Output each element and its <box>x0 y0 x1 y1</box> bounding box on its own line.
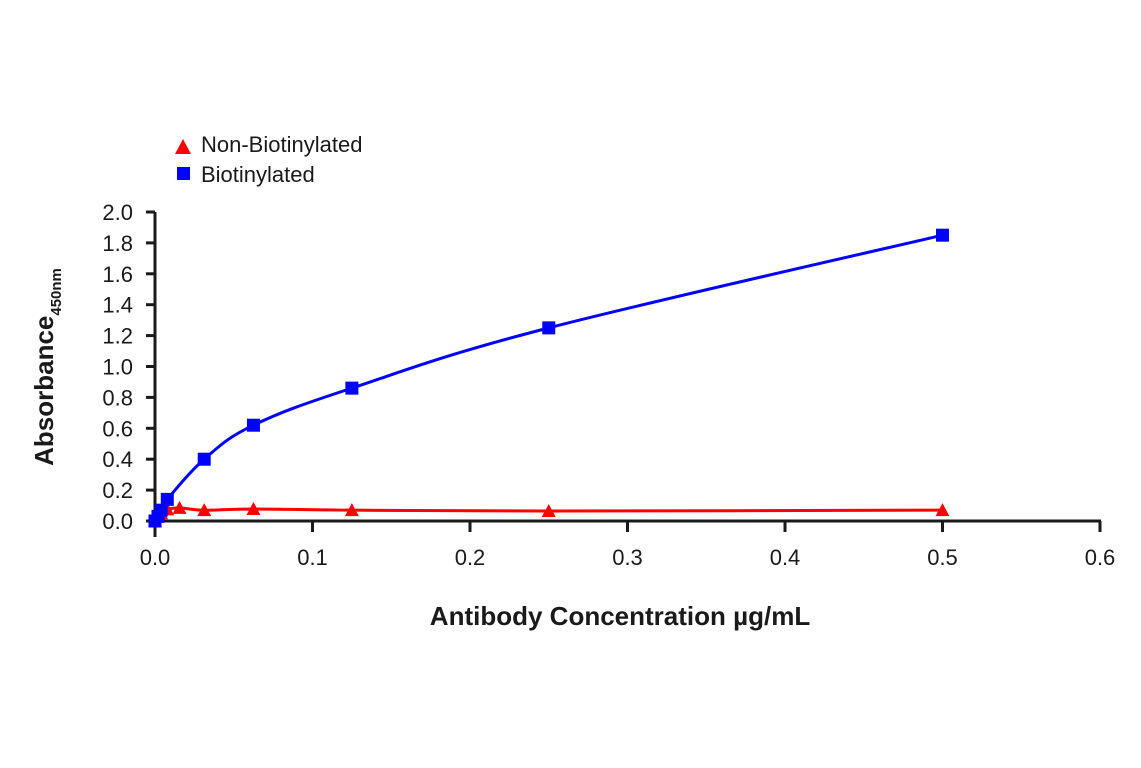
y-tick-label: 1.2 <box>102 324 133 349</box>
series-non-biotinylated <box>148 500 950 527</box>
legend-label-biotinylated: Biotinylated <box>201 162 315 187</box>
series-layer <box>148 228 950 528</box>
x-tick-label: 0.3 <box>612 545 643 570</box>
data-point-triangle-icon <box>246 501 261 515</box>
y-tick-label: 1.0 <box>102 355 133 380</box>
data-point-square-icon <box>160 492 174 506</box>
data-point-square-icon <box>197 452 211 466</box>
y-tick-label: 0.2 <box>102 478 133 503</box>
y-axis-ticks: 0.0 0.2 0.4 0.6 0.8 1.0 1.2 1.4 1.6 1.8 2.0 <box>102 200 155 534</box>
y-tick-label: 1.8 <box>102 231 133 256</box>
y-axis-title-group: Absorbance450nm <box>29 268 65 466</box>
x-axis-title: Antibody Concentration µg/mL <box>430 601 811 631</box>
data-point-triangle-icon <box>172 500 187 514</box>
x-tick-label: 0.0 <box>140 545 171 570</box>
data-point-square-icon <box>345 381 359 395</box>
x-tick-label: 0.6 <box>1085 545 1116 570</box>
y-tick-label: 1.4 <box>102 293 133 318</box>
y-axis-title: Absorbance <box>29 316 59 466</box>
y-tick-label: 0.0 <box>102 509 133 534</box>
svg-text:Absorbance450nm: Absorbance450nm <box>29 268 65 466</box>
y-tick-label: 0.4 <box>102 447 133 472</box>
x-tick-label: 0.4 <box>770 545 801 570</box>
data-point-square-icon <box>936 228 949 242</box>
data-point-square-icon <box>154 503 168 517</box>
x-tick-label: 0.5 <box>927 545 958 570</box>
y-tick-label: 2.0 <box>102 200 133 225</box>
x-axis-ticks: 0.0 0.1 0.2 0.3 0.4 0.5 0.6 <box>140 521 1116 570</box>
x-tick-label: 0.2 <box>455 545 486 570</box>
y-tick-label: 1.6 <box>102 262 133 287</box>
series-line <box>153 233 943 522</box>
data-point-square-icon <box>542 321 556 335</box>
y-tick-label: 0.8 <box>102 385 133 410</box>
legend-label-non-biotinylated: Non-Biotinylated <box>201 132 362 157</box>
data-point-square-icon <box>246 418 260 432</box>
legend: Non-Biotinylated Biotinylated <box>175 132 362 187</box>
y-axis-title-subscript: 450nm <box>48 268 65 316</box>
series-biotinylated <box>148 228 949 528</box>
data-point-triangle-icon <box>541 503 556 517</box>
data-point-triangle-icon <box>344 503 359 517</box>
x-tick-label: 0.1 <box>297 545 328 570</box>
data-point-triangle-icon <box>197 503 212 517</box>
legend-triangle-icon <box>175 139 191 154</box>
data-point-triangle-icon <box>935 503 950 517</box>
axes <box>148 212 1101 537</box>
legend-square-icon <box>177 167 190 180</box>
y-tick-label: 0.6 <box>102 416 133 441</box>
